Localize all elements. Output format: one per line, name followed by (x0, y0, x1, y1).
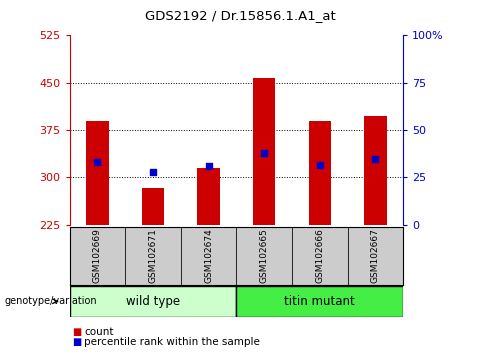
Point (205, 163, 213, 169)
Bar (70, 227, 125, 285)
Text: GSM102667: GSM102667 (371, 228, 380, 283)
Text: GSM102665: GSM102665 (260, 228, 269, 283)
Text: GDS2192 / Dr.15856.1.A1_at: GDS2192 / Dr.15856.1.A1_at (144, 9, 336, 22)
Point (94, 159, 101, 165)
Text: GSM102674: GSM102674 (204, 228, 213, 283)
Point (316, 162, 324, 168)
Bar (309, 121, 331, 225)
Text: titin mutant: titin mutant (285, 295, 355, 308)
Bar (364, 116, 386, 225)
Text: genotype/variation: genotype/variation (5, 296, 97, 306)
Bar (253, 78, 276, 225)
Bar (236, 227, 292, 285)
Text: GSM102666: GSM102666 (315, 228, 324, 283)
Bar (86, 121, 108, 225)
Bar (142, 188, 164, 225)
Bar (70, 286, 236, 317)
Text: ■: ■ (72, 327, 81, 337)
Bar (292, 227, 348, 285)
Text: wild type: wild type (126, 295, 180, 308)
Bar (236, 286, 403, 317)
Text: count: count (84, 327, 113, 337)
Bar (125, 227, 181, 285)
Point (372, 156, 379, 161)
Text: ■: ■ (72, 337, 81, 347)
Text: GSM102669: GSM102669 (93, 228, 102, 283)
Point (260, 150, 268, 156)
Bar (181, 227, 236, 285)
Text: percentile rank within the sample: percentile rank within the sample (84, 337, 260, 347)
Bar (197, 168, 220, 225)
Text: GSM102671: GSM102671 (148, 228, 157, 283)
Point (149, 170, 157, 175)
Bar (348, 227, 403, 285)
